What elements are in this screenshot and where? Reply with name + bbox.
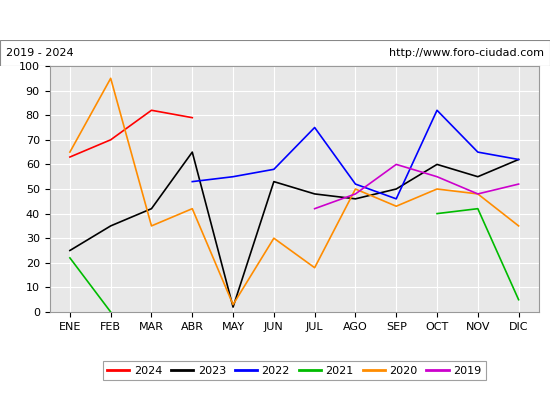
Text: http://www.foro-ciudad.com: http://www.foro-ciudad.com — [389, 48, 544, 58]
Text: Evolucion Nº Turistas Extranjeros en el municipio de Fontanars dels Alforins: Evolucion Nº Turistas Extranjeros en el … — [0, 13, 550, 27]
Legend: 2024, 2023, 2022, 2021, 2020, 2019: 2024, 2023, 2022, 2021, 2020, 2019 — [103, 361, 486, 380]
Text: 2019 - 2024: 2019 - 2024 — [6, 48, 73, 58]
